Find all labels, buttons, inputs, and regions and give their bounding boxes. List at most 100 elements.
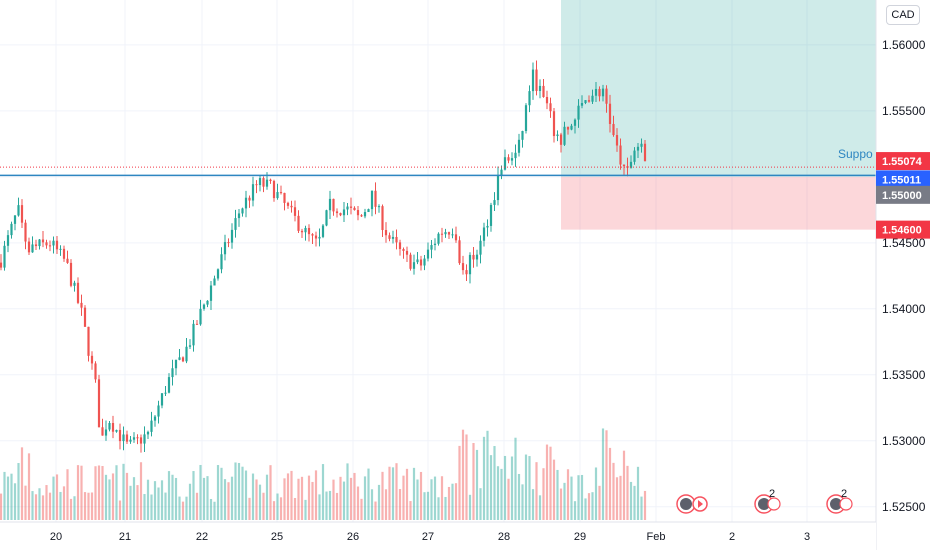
candle xyxy=(458,240,461,264)
currency-button[interactable]: CAD xyxy=(886,5,920,25)
candle xyxy=(587,100,591,102)
volume-bar xyxy=(342,481,346,520)
volume-bar xyxy=(612,462,615,520)
candle xyxy=(223,242,227,255)
candle xyxy=(374,190,377,207)
candle xyxy=(248,197,251,201)
time-axis[interactable]: 20 21 22 25 26 27 28 29 Feb 2 3 xyxy=(0,521,876,550)
candle xyxy=(150,420,153,432)
volume-bar xyxy=(157,487,160,520)
volume-bar xyxy=(384,489,388,520)
candle xyxy=(615,135,619,146)
candle xyxy=(321,225,325,237)
candle xyxy=(391,236,395,239)
volume-bar xyxy=(570,476,573,520)
volume-bar xyxy=(339,476,342,520)
candle xyxy=(346,206,349,210)
candle xyxy=(605,88,608,104)
candle xyxy=(528,91,531,106)
volume-bar xyxy=(360,498,363,520)
candle xyxy=(454,234,458,241)
volume-bar xyxy=(556,469,559,520)
volume-bar xyxy=(290,470,293,520)
candle xyxy=(612,123,615,136)
volume-bar xyxy=(479,488,482,520)
volume-bar xyxy=(13,483,17,520)
volume-bar xyxy=(423,492,426,520)
volume-bar xyxy=(433,476,437,520)
volume-bar xyxy=(10,473,13,520)
candle xyxy=(255,184,258,186)
volume-bar xyxy=(27,453,31,520)
candle xyxy=(363,212,367,217)
volume-bar xyxy=(444,496,447,520)
candle xyxy=(437,233,440,244)
volume-bar xyxy=(549,446,552,520)
volume-bar xyxy=(150,494,153,520)
candle xyxy=(416,259,419,263)
volume-bars xyxy=(0,428,647,520)
volume-bar xyxy=(132,477,136,520)
volume-bar xyxy=(636,466,640,520)
price-axis[interactable]: 1.56000 1.55500 1.55000 1.54500 1.54000 1.535… xyxy=(875,0,932,550)
volume-bar xyxy=(370,489,374,520)
volume-bar xyxy=(195,492,199,520)
volume-bar xyxy=(377,484,381,520)
volume-bar xyxy=(465,434,468,520)
volume-bar xyxy=(633,485,636,520)
volume-bar xyxy=(178,496,181,520)
candle xyxy=(195,323,199,325)
candle xyxy=(489,204,493,226)
volume-bar xyxy=(213,501,216,520)
volume-bar xyxy=(577,475,580,520)
candle xyxy=(94,363,97,380)
candle xyxy=(122,434,125,442)
time-axis-bg xyxy=(0,522,876,550)
volume-bar xyxy=(584,498,587,520)
volume-bar xyxy=(125,472,129,520)
stop-loss-zone xyxy=(561,176,876,230)
event-icon xyxy=(676,494,708,514)
volume-bar xyxy=(531,489,535,520)
candle xyxy=(164,392,167,394)
candle xyxy=(423,258,426,266)
price-badge xyxy=(876,152,930,171)
event-count: 2 xyxy=(769,488,775,500)
candle xyxy=(573,119,577,126)
candle xyxy=(213,278,216,286)
volume-bar xyxy=(297,478,300,520)
volume-bar xyxy=(353,472,356,520)
candle xyxy=(13,215,17,224)
price-axis-bg xyxy=(876,0,932,550)
volume-bar xyxy=(255,479,258,520)
volume-bar xyxy=(346,463,349,520)
volume-bar xyxy=(52,476,55,520)
volume-bar xyxy=(461,429,465,520)
volume-bar xyxy=(76,465,80,520)
candle xyxy=(206,300,209,305)
candle xyxy=(570,125,573,130)
candle xyxy=(192,323,195,346)
volume-bar xyxy=(216,465,220,520)
volume-bar xyxy=(472,442,475,520)
volume-bar xyxy=(507,478,510,520)
candle xyxy=(339,213,342,216)
volume-bar xyxy=(328,490,332,520)
volume-bar xyxy=(171,474,174,520)
price-levels xyxy=(0,166,876,177)
volume-bar xyxy=(521,484,524,520)
volume-bar xyxy=(605,430,608,520)
candle xyxy=(3,245,6,268)
volume-bar xyxy=(475,449,479,520)
candle xyxy=(52,240,55,246)
price-badge xyxy=(876,220,930,239)
candle xyxy=(244,197,248,209)
volume-bar xyxy=(31,491,34,520)
candle xyxy=(465,270,468,275)
volume-bar xyxy=(566,469,570,520)
candle xyxy=(591,95,594,102)
candle xyxy=(594,88,598,96)
